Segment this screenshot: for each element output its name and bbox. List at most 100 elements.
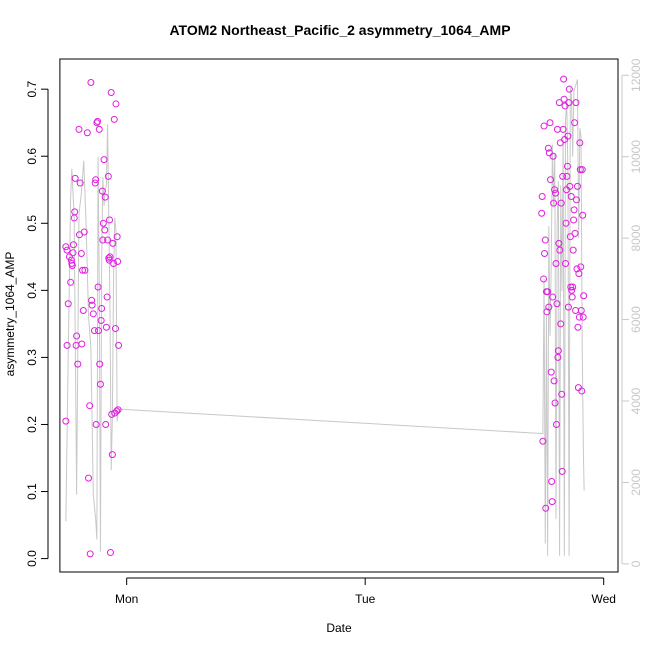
- scatter-point: [94, 117, 102, 125]
- scatter-point: [540, 122, 548, 130]
- left-axis-tick-label: 0.1: [25, 483, 39, 500]
- scatter-point: [79, 266, 87, 274]
- scatter-point: [558, 390, 566, 398]
- scatter-point: [575, 313, 583, 321]
- scatter-point: [98, 304, 106, 312]
- scatter-point: [544, 144, 552, 152]
- scatter-point: [113, 407, 121, 415]
- scatter-point: [71, 208, 79, 216]
- scatter-point: [64, 300, 72, 308]
- scatter-point: [542, 504, 550, 512]
- scatter-point: [96, 360, 104, 368]
- scatter-point: [95, 125, 103, 133]
- scatter-point: [564, 132, 572, 140]
- scatter-point: [81, 266, 89, 274]
- left-axis-tick-label: 0.2: [25, 416, 39, 433]
- left-axis: 0.0 0.1 0.2 0.3 0.4 0.5 0.6 0.7: [25, 81, 49, 567]
- scatter-point: [553, 125, 561, 133]
- scatter-point: [538, 209, 546, 217]
- right-axis-tick-label: 12000: [629, 58, 643, 92]
- scatter-point: [69, 249, 77, 257]
- scatter-point: [78, 340, 86, 348]
- scatter-point: [552, 420, 560, 428]
- scatter-point: [563, 172, 571, 180]
- scatter-point: [570, 216, 578, 224]
- scatter-point: [580, 292, 588, 300]
- scatter-point: [104, 172, 112, 180]
- scatter-point: [539, 437, 547, 445]
- scatter-point: [555, 99, 563, 107]
- right-axis: 0 2000 4000 6000 8000 10000 12000: [621, 58, 643, 567]
- scatter-point: [568, 293, 576, 301]
- scatter-point: [570, 206, 578, 214]
- right-axis-tick-label: 2000: [629, 469, 643, 496]
- scatter-point: [576, 166, 584, 174]
- scatter-point: [577, 263, 585, 271]
- scatter-point: [578, 166, 586, 174]
- scatter-point: [563, 162, 571, 170]
- scatter-point: [543, 308, 551, 316]
- scatter-point: [550, 199, 558, 207]
- scatter-point: [86, 550, 94, 558]
- scatter-point: [547, 368, 555, 376]
- scatter-point: [110, 260, 118, 268]
- scatter-point: [63, 341, 71, 349]
- scatter-point: [567, 192, 575, 200]
- scatter-point: [73, 332, 81, 340]
- scatter-point: [557, 199, 565, 207]
- scatter-point: [108, 410, 116, 418]
- scatter-point: [577, 306, 585, 314]
- scatter-point: [559, 125, 567, 133]
- scatter-point: [99, 236, 107, 244]
- scatter-point: [106, 549, 114, 557]
- scatter-point: [555, 239, 563, 247]
- scatter-point: [540, 275, 548, 283]
- left-axis-tick-label: 0.4: [25, 282, 39, 299]
- scatter-point: [104, 236, 112, 244]
- right-axis-tick-label: 0: [629, 560, 643, 567]
- scatter-point: [87, 78, 95, 86]
- scatter-point: [89, 310, 97, 318]
- scatter-point: [74, 360, 82, 368]
- scatter-point: [549, 152, 557, 160]
- scatter-point: [562, 219, 570, 227]
- scatter-point: [83, 129, 91, 137]
- scatter-point: [560, 75, 568, 83]
- scatter-point: [62, 243, 70, 251]
- scatter-point: [67, 256, 75, 264]
- scatter-point: [98, 187, 106, 195]
- scatter-point: [541, 249, 549, 257]
- plot-area-frame: [59, 58, 619, 573]
- scatter-point: [111, 325, 119, 333]
- scatter-point: [576, 139, 584, 147]
- scatter-point: [114, 406, 122, 414]
- scatter-point: [554, 353, 562, 361]
- scatter-point: [550, 377, 558, 385]
- scatter-point: [75, 125, 83, 133]
- scatter-point: [546, 119, 554, 127]
- scatter-point: [91, 179, 99, 187]
- scatter-point: [86, 402, 94, 410]
- scatter-point: [557, 320, 565, 328]
- scatter-point: [114, 258, 122, 266]
- scatter-point: [561, 135, 569, 143]
- scatter-point: [102, 323, 110, 331]
- scatter-point: [112, 100, 120, 108]
- scatter-point: [67, 278, 75, 286]
- x-axis-label: Date: [326, 621, 352, 635]
- scatter-point: [562, 260, 570, 268]
- scatter-point: [62, 417, 70, 425]
- scatter-point: [552, 260, 560, 268]
- scatter-point: [541, 236, 549, 244]
- scatter-point: [115, 341, 123, 349]
- bottom-axis-tick-label: Tue: [355, 592, 376, 606]
- y-axis-label: asymmetry_1064_AMP: [3, 252, 17, 377]
- scatter-point: [538, 192, 546, 200]
- line-series: [65, 79, 585, 556]
- scatter-point: [551, 399, 559, 407]
- scatter-point: [97, 317, 105, 325]
- scatter-point: [108, 451, 116, 459]
- scatter-point: [94, 283, 102, 291]
- scatter-point: [106, 253, 114, 261]
